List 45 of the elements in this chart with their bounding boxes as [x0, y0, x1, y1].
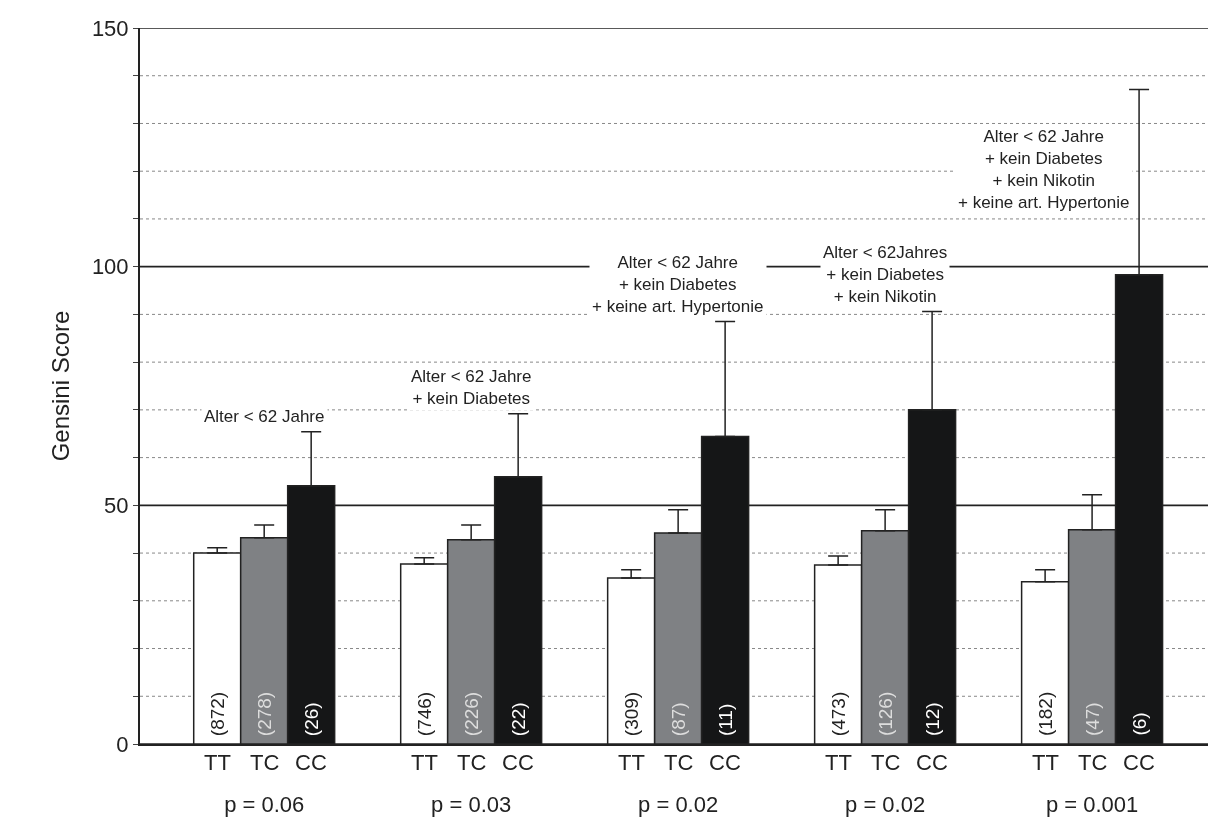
annotation: Alter < 62 Jahre + kein Diabetes: [411, 367, 532, 409]
annotation: (12): [922, 702, 944, 737]
annotation: (11): [715, 703, 737, 737]
annotation: (746): [414, 691, 436, 737]
text: TC: [664, 750, 694, 775]
series-label: TC: [250, 750, 280, 775]
text: TT: [825, 750, 852, 775]
text: TT: [1032, 750, 1059, 775]
x-tick-label: p = 0.001: [1045, 792, 1139, 818]
x-tick-label: p = 0.02: [845, 792, 926, 818]
series-label: CC: [295, 750, 327, 775]
text: CC: [709, 750, 741, 775]
annotation: (6): [1128, 712, 1150, 736]
y-tick-label: 100: [91, 254, 129, 280]
annotation: Alter < 62Jahres + kein Diabetes + kein Nikotin: [823, 243, 948, 307]
annotation: (26): [301, 702, 323, 737]
annotation: (47): [1082, 702, 1104, 737]
series-label: TT: [204, 750, 231, 775]
text: TC: [457, 750, 487, 775]
text: CC: [1123, 750, 1155, 775]
annotation: (278): [254, 691, 276, 737]
text: TT: [618, 750, 645, 775]
x-tick-label: p = 0.02: [638, 792, 719, 818]
annotation: (473): [828, 691, 850, 737]
annotation: Alter < 62 Jahre: [204, 407, 325, 426]
y-axis-title: Gensini Score: [47, 310, 75, 462]
annotation: (126): [875, 691, 897, 737]
text: TC: [1078, 750, 1108, 775]
annotation: (22): [508, 702, 530, 737]
annotation: (309): [621, 691, 643, 737]
text: TC: [871, 750, 901, 775]
y-tick-label: 50: [104, 493, 129, 519]
annotation: (226): [461, 691, 483, 737]
text: CC: [502, 750, 534, 775]
annotation: (872): [207, 691, 229, 737]
annotation: Alter < 62 Jahre + kein Diabetes + kein Nikotin + keine art. Hypertonie: [958, 127, 1130, 213]
y-tick-label: 150: [91, 15, 129, 41]
text: TT: [411, 750, 438, 775]
y-tick-label: 0: [116, 731, 129, 757]
x-tick-label: p = 0.06: [224, 792, 305, 818]
x-tick-label: p = 0.03: [431, 792, 512, 818]
text: CC: [916, 750, 948, 775]
annotation: Alter < 62 Jahre + kein Diabetes + keine art. Hypertonie: [592, 253, 764, 317]
annotation: (182): [1035, 691, 1057, 737]
annotation: (87): [668, 702, 690, 737]
